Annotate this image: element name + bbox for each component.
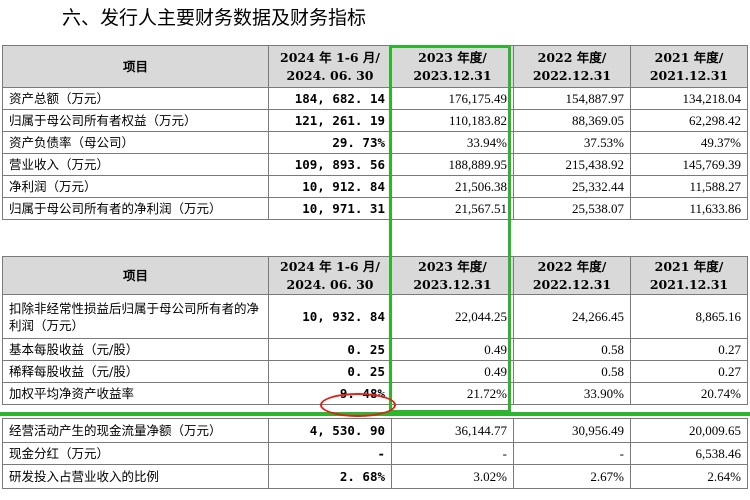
table-header-row: 项目 2024 年 1-6 月/ 2024. 06. 30 2023 年度/ 2… [2,256,748,295]
header-2022: 2022 年度/ 2022.12.31 [513,45,631,88]
cell-value: 22,044.25 [391,294,514,339]
table-row: 现金分红（万元） - - -6,538.46 [2,442,748,465]
table-row: 加权平均净资产收益率 9. 48% 21.72% 33.90% 20.74% [2,382,748,405]
cell-value: 0.27 [630,338,748,361]
header-2024h1: 2024 年 1-6 月/ 2024. 06. 30 [268,256,392,295]
cell-value: 33.94% [391,131,514,154]
cell-value: 2. 68% [268,464,392,489]
cell-value: 9. 48% [268,382,392,405]
table-row: 归属于母公司所有者的净利润（万元） 10, 971. 31 21,567.51 25,… [2,197,748,220]
cell-value: - [391,442,514,465]
section-title: 六、发行人主要财务数据及财务指标 [62,7,367,29]
table-row: 研发投入占营业收入的比例 2. 68% 3.02% 2.67% 2.64% [2,464,748,489]
cell-value: - [268,442,392,465]
cell-value: 0. 25 [268,360,392,383]
cell-value: 88,369.05 [513,109,631,132]
cell-value: 25,332.44 [513,175,631,198]
cell-value: 188,889.95 [391,153,514,176]
cell-value: 184, 682. 14 [268,87,392,110]
header-item: 项目 [2,45,269,88]
row-label: 资产负债率（母公司） [2,131,269,154]
table-row: 归属于母公司所有者权益（万元） 121, 261. 19 110,183.82 88,… [2,109,748,132]
row-label: 现金分红（万元） [2,442,269,465]
cell-value: 30,956.49 [513,418,631,443]
row-label: 归属于母公司所有者权益（万元） [2,109,269,132]
cell-value: 21.72% [391,382,514,405]
cell-value: 2.64% [630,464,748,489]
table-row: 经营活动产生的现金流量净额（万元） 4, 530. 90 36,144.77 30,9… [2,418,748,443]
cell-value: 10, 912. 84 [268,175,392,198]
cell-value: 24,266.45 [513,294,631,339]
row-label: 扣除非经常性损益后归属于母公司所有者的净利润（万元） [2,294,269,339]
cell-value: 21,506.38 [391,175,514,198]
cell-value: 215,438.92 [513,153,631,176]
cell-value: 33.90% [513,382,631,405]
header-2022: 2022 年度/ 2022.12.31 [513,256,631,295]
cell-value: 20.74% [630,382,748,405]
row-label: 经营活动产生的现金流量净额（万元） [2,418,269,443]
financial-table-3: 经营活动产生的现金流量净额（万元） 4, 530. 90 36,144.77 30,9… [2,418,748,489]
cell-value: 0. 25 [268,338,392,361]
cell-value: 134,218.04 [630,87,748,110]
header-2023: 2023 年度/ 2023.12.31 [391,45,514,88]
row-label: 净利润（万元） [2,175,269,198]
cell-value: 4, 530. 90 [268,418,392,443]
row-label: 加权平均净资产收益率 [2,382,269,405]
cell-value: 10, 932. 84 [268,294,392,339]
table-row: 基本每股收益（元/股） 0. 25 0.49 0.58 0.27 [2,338,748,361]
table3-body: 经营活动产生的现金流量净额（万元） 4, 530. 90 36,144.77 30,9… [2,418,748,489]
cell-value: 0.49 [391,338,514,361]
cell-value: 11,588.27 [630,175,748,198]
cell-value: 2.67% [513,464,631,489]
cell-value: 36,144.77 [391,418,514,443]
cell-value: 0.58 [513,360,631,383]
cell-value: 49.37% [630,131,748,154]
header-2021: 2021 年度/ 2021.12.31 [630,45,748,88]
cell-value: 11,633.86 [630,197,748,220]
header-2021: 2021 年度/ 2021.12.31 [630,256,748,295]
cell-value: 21,567.51 [391,197,514,220]
cell-value: 10, 971. 31 [268,197,392,220]
cell-value: 0.49 [391,360,514,383]
row-label: 营业收入（万元） [2,153,269,176]
cell-value: 154,887.97 [513,87,631,110]
cell-value: 0.58 [513,338,631,361]
cell-value: 20,009.65 [630,418,748,443]
row-label: 研发投入占营业收入的比例 [2,464,269,489]
cell-value: - [513,442,631,465]
financial-table-1: 项目 2024 年 1-6 月/ 2024. 06. 30 2023 年度/ 2… [2,45,748,220]
table-row: 扣除非经常性损益后归属于母公司所有者的净利润（万元） 10, 932. 84 22,… [2,294,748,339]
row-label: 资产总额（万元） [2,87,269,110]
cell-value: 0.27 [630,360,748,383]
cell-value: 37.53% [513,131,631,154]
cell-value: 25,538.07 [513,197,631,220]
cell-value: 29. 73% [268,131,392,154]
table-row: 营业收入（万元） 109, 893. 56 188,889.95 215,438.92… [2,153,748,176]
row-label: 归属于母公司所有者的净利润（万元） [2,197,269,220]
table-header-row: 项目 2024 年 1-6 月/ 2024. 06. 30 2023 年度/ 2… [2,45,748,88]
table-row: 资产负债率（母公司） 29. 73% 33.94% 37.53% 49.37% [2,131,748,154]
table-row: 稀释每股收益（元/股） 0. 25 0.49 0.58 0.27 [2,360,748,383]
financial-table-2: 项目 2024 年 1-6 月/ 2024. 06. 30 2023 年度/ 2… [2,256,748,405]
header-2024h1: 2024 年 1-6 月/ 2024. 06. 30 [268,45,392,88]
cell-value: 109, 893. 56 [268,153,392,176]
table-row: 资产总额（万元） 184, 682. 14 176,175.49 154,887.97… [2,87,748,110]
cell-value: 6,538.46 [630,442,748,465]
header-item: 项目 [2,256,269,295]
row-label: 基本每股收益（元/股） [2,338,269,361]
cell-value: 62,298.42 [630,109,748,132]
table-row: 净利润（万元） 10, 912. 84 21,506.38 25,332.44 11,5… [2,175,748,198]
cell-value: 3.02% [391,464,514,489]
header-2023: 2023 年度/ 2023.12.31 [391,256,514,295]
cell-value: 176,175.49 [391,87,514,110]
cell-value: 121, 261. 19 [268,109,392,132]
highlight-divider-line [0,412,750,416]
cell-value: 110,183.82 [391,109,514,132]
cell-value: 145,769.39 [630,153,748,176]
row-label: 稀释每股收益（元/股） [2,360,269,383]
cell-value: 8,865.16 [630,294,748,339]
